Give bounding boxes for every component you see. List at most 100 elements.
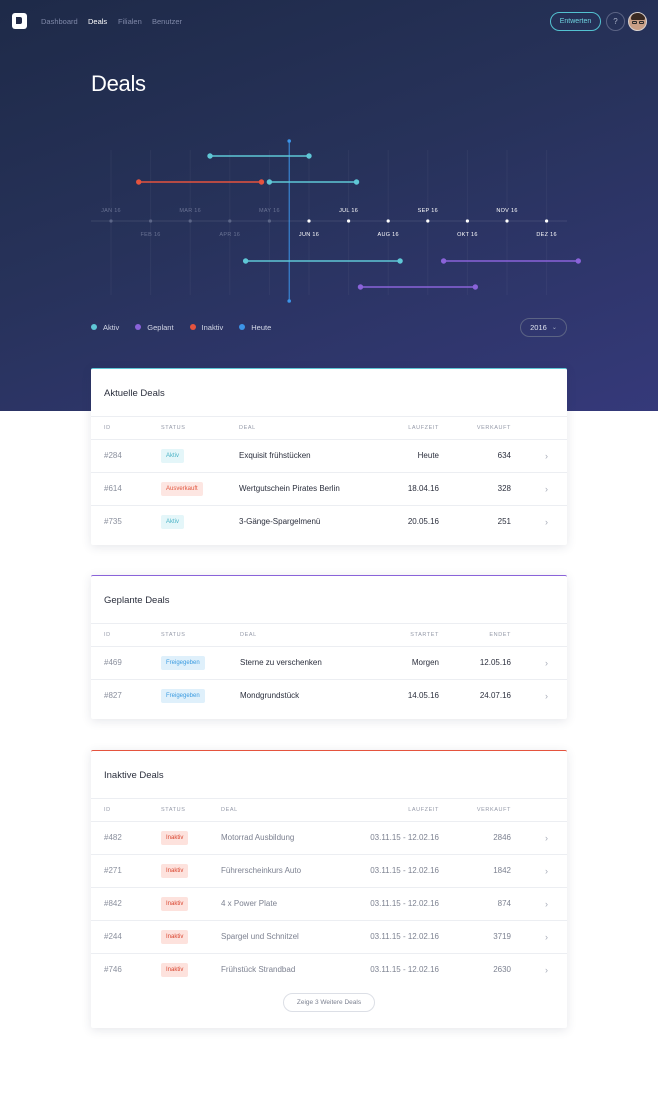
month-tick [109,219,113,223]
month-label: NOV 16 [496,208,517,214]
show-more-deals-button[interactable]: Zeige 3 Weitere Deals [283,993,375,1012]
deal-bar-end [472,284,479,290]
col-header-startet: Startet [410,632,439,638]
user-avatar[interactable] [628,12,647,31]
month-label: MAR 16 [179,208,201,214]
month-label: DEZ 16 [536,232,556,238]
table-row[interactable]: #469 Freigegeben Sterne zu verschenken M… [91,646,567,679]
month-label: JUL 16 [339,208,358,214]
month-tick [545,219,549,223]
status-badge: Inaktiv [161,830,189,845]
col-header-id: ID [104,425,111,431]
aktuelle-deals-title: Aktuelle Deals [104,388,165,399]
month-tick [307,219,311,223]
table-row[interactable]: #271 Inaktiv Führerscheinkurs Auto 03.11… [91,854,567,887]
table-row[interactable]: #614 Ausverkauft Wertgutschein Pirates B… [91,472,567,505]
col-header-deal: Deal [240,632,257,638]
aktuelle-deals-card: Aktuelle Deals ID Status Deal Laufzeit V… [91,368,567,545]
deals-timeline-chart: JAN 16 FEB 16 MAR 16 APR 16 MAY 16 JUN 16 JUL … [91,139,581,303]
table-row[interactable]: #735 Aktiv 3-Gänge-Spargelmenü 20.05.16 … [91,505,567,538]
help-icon: ? [613,17,618,26]
legend-item-inaktiv: Inaktiv [189,323,223,332]
month-label: FEB 16 [141,232,161,238]
inaktive-deals-title: Inaktive Deals [104,770,164,781]
chevron-right-icon: › [545,483,548,494]
status-badge: Ausverkauft [161,481,203,496]
col-header-status: Status [161,425,186,431]
app-logo[interactable] [12,13,27,29]
legend-dot-heute [239,324,246,330]
month-label: AUG 16 [378,232,399,238]
col-header-id: ID [104,807,111,813]
month-label: APR 16 [219,232,240,238]
deal-bar-start [357,284,364,290]
col-header-verkauft: Verkauft [476,807,511,813]
status-badge: Inaktiv [161,896,189,911]
status-badge: Aktiv [161,448,185,463]
status-badge: Freigegeben [161,655,205,670]
col-header-status: Status [161,807,186,813]
col-header-verkauft: Verkauft [476,425,511,431]
col-header-deal: Deal [239,425,256,431]
col-header-id: ID [104,632,111,638]
month-tick [347,219,351,223]
deal-bar-end [353,179,360,185]
table-row[interactable]: #244 Inaktiv Spargel und Schnitzel 03.11… [91,920,567,953]
geplante-deals-title: Geplante Deals [104,595,170,606]
chevron-right-icon: › [545,898,548,909]
year-select[interactable]: 2016 ⌄ [520,318,567,337]
table-row[interactable]: #827 Freigegeben Mondgrundstück 14.05.16… [91,679,567,712]
chevron-right-icon: › [545,832,548,843]
status-badge: Inaktiv [161,863,189,878]
month-label: JUN 16 [299,232,319,238]
nav-item-benutzer[interactable]: Benutzer [152,17,183,26]
table-row[interactable]: #482 Inaktiv Motorrad Ausbildung 03.11.1… [91,821,567,854]
nav-item-filialen[interactable]: Filialen [118,17,142,26]
month-tick [505,219,509,223]
legend-dot-inaktiv [189,324,196,330]
status-badge: Inaktiv [161,962,189,977]
col-header-laufzeit: Laufzeit [408,807,439,813]
status-badge: Aktiv [161,514,185,529]
deal-bar-start [266,179,273,185]
month-tick [267,219,271,223]
legend-item-heute: Heute [239,323,271,332]
table-row[interactable]: #842 Inaktiv 4 x Power Plate 03.11.15 - … [91,887,567,920]
deal-bar-start [136,179,142,185]
chevron-right-icon: › [545,657,548,668]
nav-item-deals[interactable]: Deals [88,17,108,26]
col-header-status: Status [161,632,186,638]
month-tick [149,219,153,223]
geplante-deals-card: Geplante Deals ID Status Deal Startet En… [91,575,567,719]
deal-bar-end [258,179,265,185]
page-title: Deals [91,71,146,96]
timeline-legend: Aktiv Geplant Inaktiv Heute [91,321,287,333]
status-badge: Freigegeben [161,688,205,703]
month-tick [465,219,469,223]
nav-item-dashboard[interactable]: Dashboard [41,17,78,26]
deal-bar-start [242,258,249,264]
legend-dot-geplant [135,324,142,330]
hero-header: Dashboard Deals Filialen Benutzer Entwer… [0,0,658,411]
chevron-down-icon: ⌄ [551,325,557,331]
table-row[interactable]: #746 Inaktiv Frühstück Strandbad 03.11.1… [91,953,567,986]
today-line-top [287,139,292,143]
col-header-endet: Endet [489,632,511,638]
top-navigation-bar: Dashboard Deals Filialen Benutzer Entwer… [0,0,658,44]
month-label: SEP 16 [418,208,438,214]
help-button[interactable]: ? [606,12,625,31]
month-tick [386,219,390,223]
chevron-right-icon: › [545,865,548,876]
deal-bar-start [440,258,447,264]
col-header-deal: Deal [221,807,238,813]
month-label: JAN 16 [101,208,121,214]
deal-bar-start [207,153,213,159]
inaktive-deals-card: Inaktive Deals ID Status Deal Laufzeit V… [91,750,567,1028]
month-tick [228,219,232,223]
chevron-right-icon: › [545,931,548,942]
legend-dot-aktiv [91,324,97,330]
entwerten-button[interactable]: Entwerten [550,12,601,31]
table-row[interactable]: #284 Aktiv Exquisit frühstücken Heute 63… [91,439,567,472]
legend-item-geplant: Geplant [135,323,174,332]
month-label: MAY 16 [259,208,280,214]
